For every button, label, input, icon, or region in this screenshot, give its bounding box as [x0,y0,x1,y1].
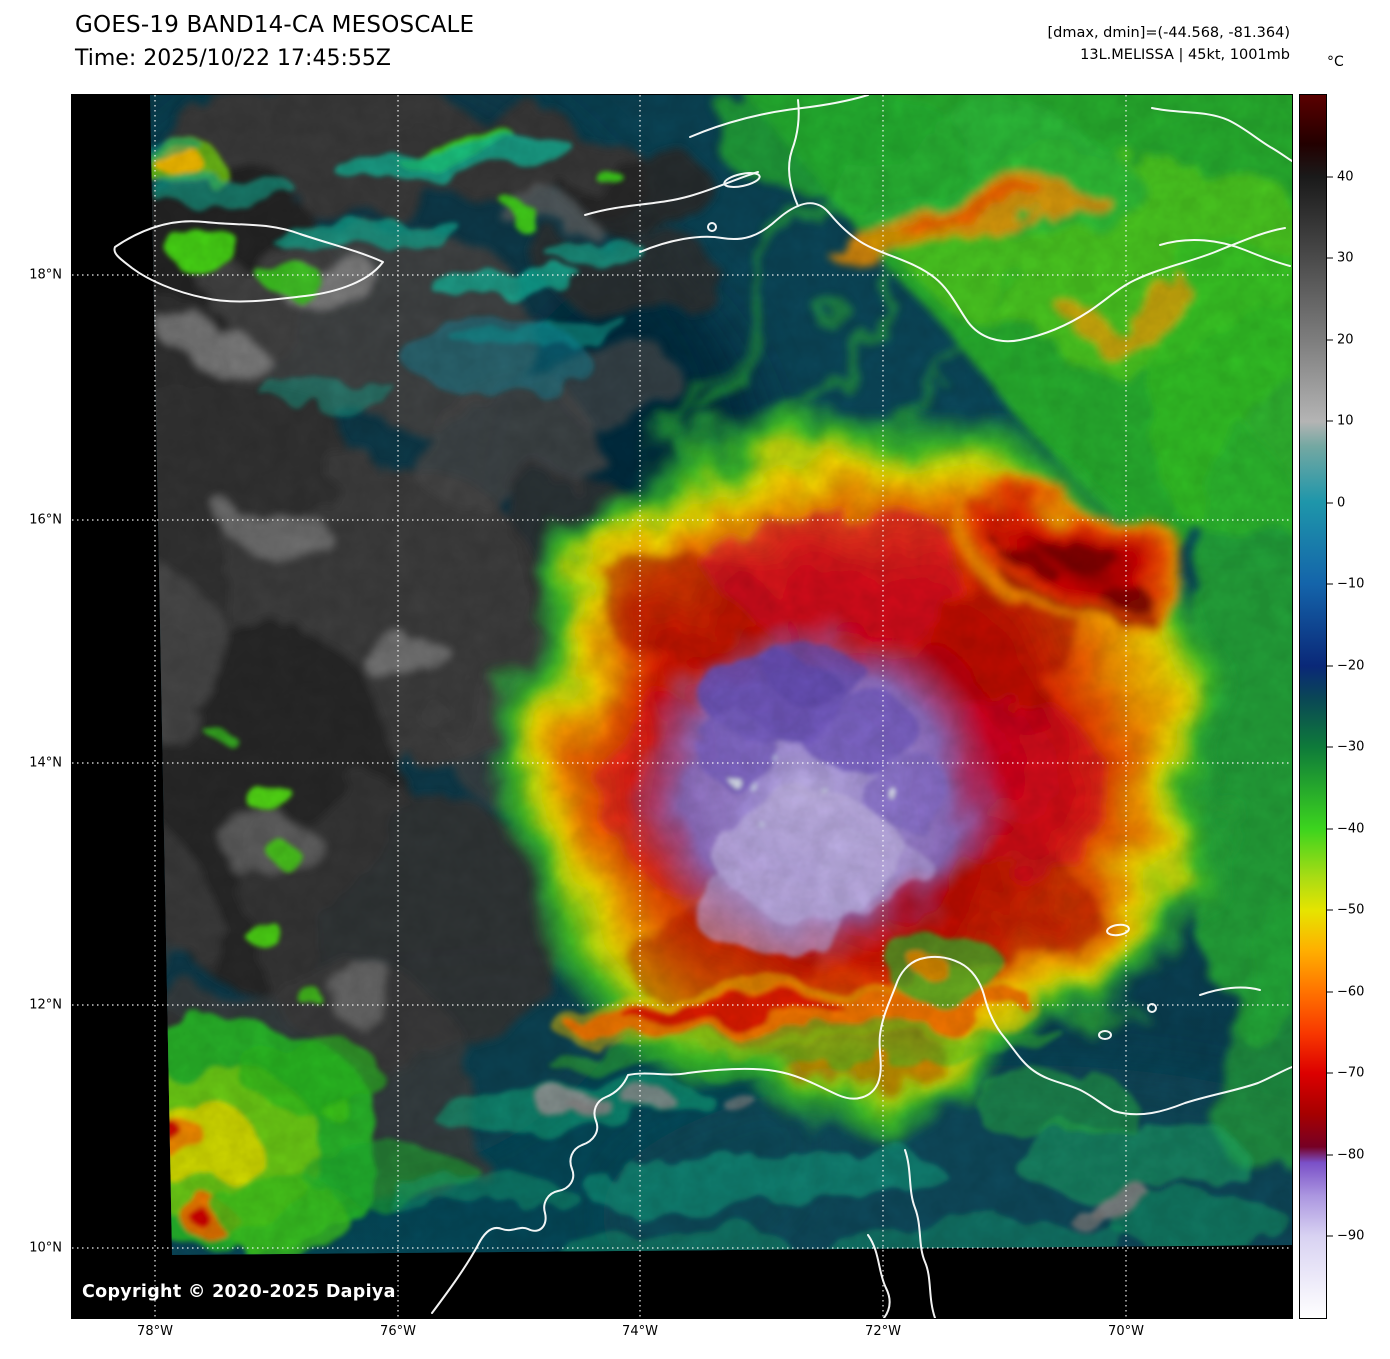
lon-tick-label: 76°W [380,1324,416,1339]
lon-tick-label: 70°W [1108,1324,1144,1339]
lon-tick-label: 74°W [622,1324,658,1339]
lat-tick-label: 12°N [29,997,62,1013]
coastlines [113,95,1292,1318]
gridlines [72,95,1292,1318]
coast-venezuela-inner-2 [867,1234,891,1318]
lon-tick-label: 72°W [865,1324,901,1339]
coast-south-america [431,955,1292,1314]
colorbar [1299,94,1327,1319]
lat-tick-label: 10°N [29,1240,62,1256]
coast-cuba-north [689,95,869,138]
satellite-map: Copyright © 2020-2025 Dapiya [71,94,1293,1319]
colorbar-tick: −50 [1327,903,1364,918]
island-small [707,222,717,232]
image-title: GOES-19 BAND14-CA MESOSCALE [75,12,475,38]
lon-axis: 78°W 76°W 74°W 72°W 70°W [0,1324,1390,1354]
island-bonaire [1147,1003,1157,1013]
image-time: Time: 2025/10/22 17:45:55Z [75,46,391,71]
colorbar-tick: −80 [1327,1147,1364,1162]
colorbar-tick: −40 [1327,821,1364,836]
lat-tick-label: 14°N [29,755,62,771]
colorbar-tick: −30 [1327,740,1364,755]
colorbar-tick: 40 [1327,169,1354,184]
lat-tick-label: 18°N [29,267,62,283]
colorbar-unit-label: °C [1327,54,1344,70]
coast-cuba [584,171,759,216]
copyright: Copyright © 2020-2025 Dapiya [82,1282,396,1302]
colorbar-gradient [1300,95,1326,1318]
coast-venezuela-inner-1 [904,1149,936,1318]
colorbar-ticks: 40 30 20 10 0 −10 −20 −30 −40 −50 −60 −70 −80 −90 [1327,0,1390,1359]
coast-jamaica [113,220,384,303]
colorbar-tick: 0 [1327,495,1345,510]
coast-hispaniola-south [639,202,1286,343]
colorbar-tick: 30 [1327,251,1354,266]
coast-northeast-1 [1151,107,1292,162]
island-aruba [1106,923,1130,937]
island-gonave [723,172,761,188]
colorbar-tick: −90 [1327,1229,1364,1244]
island-tiny [1098,1030,1112,1040]
noise-texture [150,95,1292,1255]
colorbar-tick: −20 [1327,658,1364,673]
header-right: [dmax, dmin]=(-44.568, -81.364) 13L.MELI… [1048,22,1291,66]
dmax-dmin-readout: [dmax, dmin]=(-44.568, -81.364) [1047,25,1291,41]
lat-tick-label: 16°N [29,512,62,528]
satellite-imagery [72,95,1292,1318]
colorbar-tick: −10 [1327,577,1364,592]
colorbar-tick: −60 [1327,984,1364,999]
colorbar-tick: 10 [1327,414,1354,429]
lon-tick-label: 78°W [137,1324,173,1339]
coast-haiti-west [788,99,800,207]
storm-info-readout: 13L.MELISSA | 45kt, 1001mb [1080,47,1290,63]
colorbar-tick: 20 [1327,332,1354,347]
island-curacao [1199,986,1261,996]
colorbar-tick: −70 [1327,1066,1364,1081]
coast-northeast-2 [1159,238,1291,267]
lat-axis: 18°N 16°N 14°N 12°N 10°N [0,0,66,1359]
